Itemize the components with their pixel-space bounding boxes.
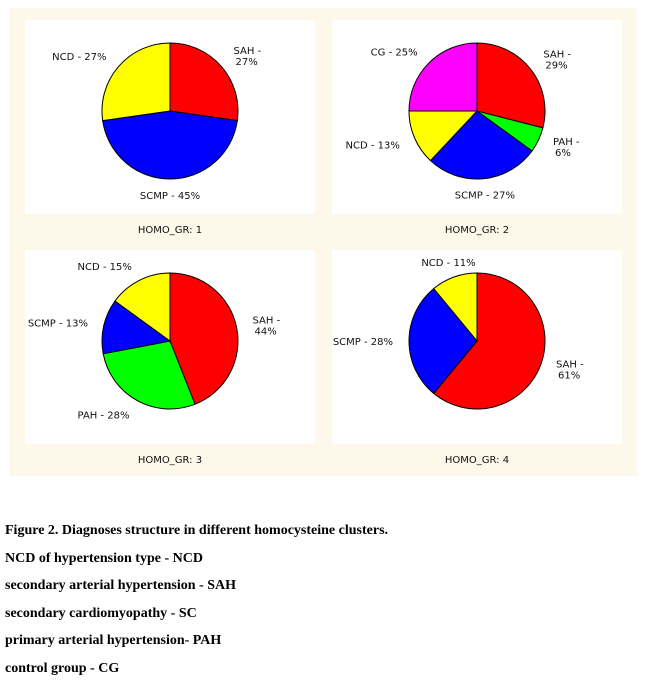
pie-label-scmp: SCMP - 13%: [28, 319, 88, 330]
pie-chart-1: SAH -27% SCMP - 45% NCD - 27%: [25, 20, 315, 214]
pie-chart-cell-1: SAH -27% SCMP - 45% NCD - 27% HOMO_GR: 1: [10, 8, 317, 242]
caption-legend-line: primary arterial hypertension- PAH: [5, 627, 635, 655]
figure-caption: Figure 2. Diagnoses structure in differe…: [5, 517, 635, 682]
pie-label-sah: SAH -29%: [543, 50, 571, 72]
caption-legend-line: NCD of hypertension type - NCD: [5, 545, 635, 573]
pie-group-label-1: HOMO_GR: 1: [25, 225, 315, 236]
pie-group-label-4: HOMO_GR: 4: [332, 455, 622, 466]
pie-chart-cell-2: SAH -29% PAH -6% SCMP - 27% NCD - 13% CG - 2…: [317, 8, 624, 242]
caption-title: Figure 2. Diagnoses structure in differe…: [5, 517, 635, 545]
pie-label-pah: PAH -6%: [553, 137, 580, 159]
pie-chart-cell-3: SAH -44% PAH - 28% SCMP - 13% NCD - 15% HOM…: [10, 238, 317, 472]
pie-slice-sah: [170, 43, 238, 121]
pie-chart-2: SAH -29% PAH -6% SCMP - 27% NCD - 13% CG - 2…: [332, 20, 622, 214]
pie-chart-3: SAH -44% PAH - 28% SCMP - 13% NCD - 15%: [25, 250, 315, 444]
pie-slice-cg: [409, 43, 477, 111]
pie-plot-area-1: SAH -27% SCMP - 45% NCD - 27%: [25, 20, 315, 214]
pie-label-sah: SAH -27%: [234, 46, 262, 68]
pie-label-sah: SAH -61%: [556, 360, 584, 382]
pie-group-label-3: HOMO_GR: 3: [25, 455, 315, 466]
pie-label-ncd: NCD - 13%: [346, 140, 400, 151]
pie-label-ncd: NCD - 15%: [78, 262, 132, 273]
pie-plot-area-4: SAH -61% SCMP - 28% NCD - 11%: [332, 250, 622, 444]
pie-label-scmp: SCMP - 28%: [333, 337, 393, 348]
pie-slice-ncd: [102, 43, 170, 121]
caption-legend-line: secondary arterial hypertension - SAH: [5, 572, 635, 600]
chart-panel: SAH -27% SCMP - 45% NCD - 27% HOMO_GR: 1 S…: [10, 8, 637, 476]
pie-label-scmp: SCMP - 45%: [140, 191, 200, 202]
pie-group-label-2: HOMO_GR: 2: [332, 225, 622, 236]
caption-legend-line: secondary cardiomyopathy - SC: [5, 600, 635, 628]
pie-label-sah: SAH -44%: [253, 315, 281, 337]
pie-chart-4: SAH -61% SCMP - 28% NCD - 11%: [332, 250, 622, 444]
pie-label-cg: CG - 25%: [371, 48, 418, 59]
pie-label-scmp: SCMP - 27%: [455, 191, 515, 202]
pie-label-ncd: NCD - 27%: [52, 52, 106, 63]
pie-label-pah: PAH - 28%: [78, 411, 130, 422]
pie-slice-scmp: [103, 111, 238, 179]
pie-label-ncd: NCD - 11%: [421, 258, 475, 269]
pie-plot-area-2: SAH -29% PAH -6% SCMP - 27% NCD - 13% CG - 2…: [332, 20, 622, 214]
pie-plot-area-3: SAH -44% PAH - 28% SCMP - 13% NCD - 15%: [25, 250, 315, 444]
caption-legend-line: control group - CG: [5, 655, 635, 682]
pie-chart-cell-4: SAH -61% SCMP - 28% NCD - 11% HOMO_GR: 4: [317, 238, 624, 472]
